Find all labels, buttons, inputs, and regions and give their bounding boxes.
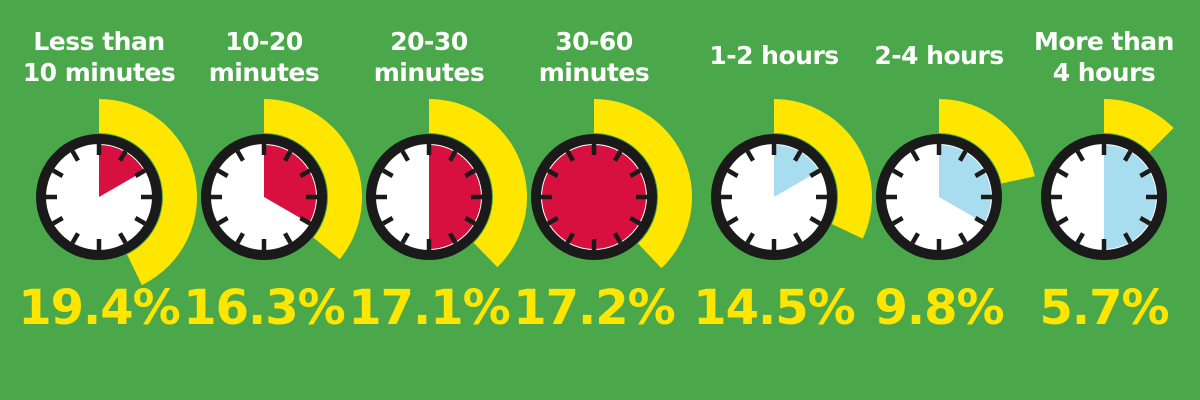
category-label-line: Less than [33,27,165,56]
share-arc [774,99,872,239]
category-label: Less than 10 minutes [14,26,184,88]
stopwatch-icon [711,99,872,260]
category-label-line: 1-2 hours [709,41,839,70]
category-label-line: 2-4 hours [874,41,1004,70]
category-label-line: More than [1034,27,1174,56]
category-label: More than 4 hours [1019,26,1189,88]
percentage-value: 19.4% [18,280,181,336]
category-label-line: minutes [373,58,485,87]
category-label: 10-20 minutes [179,26,349,88]
clock-ticks [541,144,647,250]
timer-column: 10-20 minutes 16.3% [179,0,363,400]
category-label-line: minutes [538,58,650,87]
clock-ticks [721,144,827,250]
share-arc [99,99,197,286]
share-arc [1104,99,1174,152]
category-label-line: 20-30 [390,27,468,56]
category-label-line: 30-60 [555,27,633,56]
percentage-value: 5.7% [1039,280,1169,336]
percentage-value: 14.5% [693,280,856,336]
stopwatch-icon [201,99,363,260]
percentage-value: 17.2% [513,280,676,336]
clock-fill [264,145,316,223]
stopwatch-icon [36,99,197,286]
clock-fill [939,145,991,223]
timer-column: More than 4 hours 5.7% [1019,0,1189,400]
category-label: 30-60 minutes [509,26,679,88]
timer-column: Less than 10 minutes 19.4% [14,0,197,400]
category-label: 2-4 hours [854,40,1024,71]
percentage-value: 16.3% [183,280,346,336]
share-arc [429,99,527,268]
clock-ticks [376,144,482,250]
category-label-line: 4 hours [1052,58,1156,87]
category-label: 1-2 hours [689,40,859,71]
percentage-value: 9.8% [874,280,1004,336]
share-arc [594,99,692,269]
timer-column: 20-30 minutes 17.1% [344,0,527,400]
clock-fill [429,145,481,249]
timer-column: 1-2 hours 14.5% [689,0,872,400]
timer-column: 2-4 hours 9.8% [854,0,1035,400]
share-arc [264,99,363,260]
clock-fill [542,145,646,249]
stopwatch-icon [1041,99,1174,260]
clock-ticks [46,144,152,250]
stopwatch-icon [876,99,1035,260]
clock-ticks [1051,144,1157,250]
percentage-value: 17.1% [348,280,511,336]
timer-column: 30-60 minutes 17.2% [509,0,692,400]
clock-fill [774,145,820,197]
category-label-line: 10-20 [225,27,303,56]
share-arc [939,99,1035,184]
category-label-line: minutes [208,58,320,87]
clock-ticks [886,144,992,250]
stopwatch-icon [531,99,692,269]
clock-ticks [211,144,317,250]
category-label-line: 10 minutes [22,58,176,87]
clock-fill [99,145,145,197]
stopwatch-icon [366,99,527,268]
category-label: 20-30 minutes [344,26,514,88]
clock-fill [1104,145,1156,249]
